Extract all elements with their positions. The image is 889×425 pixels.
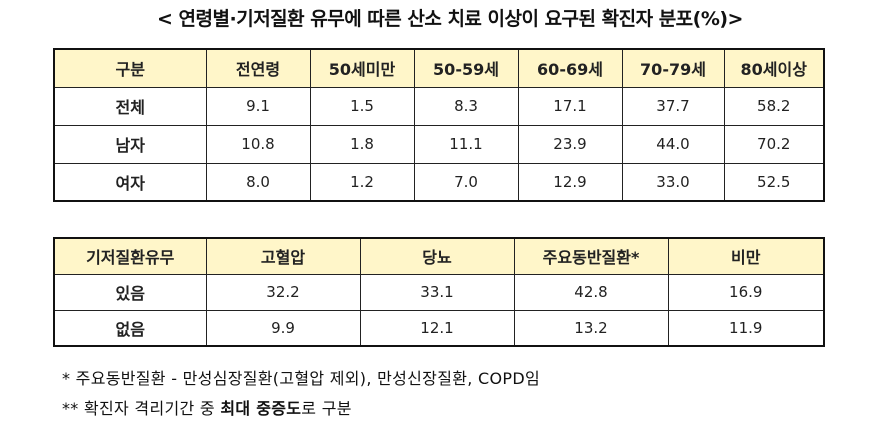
table-cell: 13.2 bbox=[513, 309, 669, 347]
column-header: 당뇨 bbox=[359, 237, 515, 275]
column-header: 70-79세 bbox=[621, 48, 725, 88]
row-label: 있음 bbox=[53, 273, 207, 311]
row-label: 여자 bbox=[53, 162, 207, 202]
footnote-severity-suffix: 로 구분 bbox=[301, 399, 352, 418]
table-cell: 9.1 bbox=[205, 86, 311, 126]
table-cell: 32.2 bbox=[205, 273, 361, 311]
table-row: 없음 9.9 12.1 13.2 11.9 bbox=[53, 309, 825, 347]
age-distribution-table: 구분 전연령 50세미만 50-59세 60-69세 70-79세 80세이상 … bbox=[53, 48, 825, 202]
column-header: 60-69세 bbox=[517, 48, 623, 88]
table-cell: 1.8 bbox=[309, 124, 415, 164]
row-label: 남자 bbox=[53, 124, 207, 164]
table-cell: 12.1 bbox=[359, 309, 515, 347]
footnote-comorbidity: * 주요동반질환 - 만성심장질환(고혈압 제외), 만성신장질환, COPD임 bbox=[62, 369, 540, 388]
table-cell: 23.9 bbox=[517, 124, 623, 164]
column-header: 80세이상 bbox=[723, 48, 825, 88]
table-cell: 10.8 bbox=[205, 124, 311, 164]
table-cell: 11.1 bbox=[413, 124, 519, 164]
table-cell: 33.0 bbox=[621, 162, 725, 202]
table-cell: 8.0 bbox=[205, 162, 311, 202]
table-row: 있음 32.2 33.1 42.8 16.9 bbox=[53, 273, 825, 311]
column-header: 비만 bbox=[667, 237, 825, 275]
table-cell: 70.2 bbox=[723, 124, 825, 164]
table-header-row: 구분 전연령 50세미만 50-59세 60-69세 70-79세 80세이상 bbox=[53, 48, 825, 88]
column-header: 주요동반질환* bbox=[513, 237, 669, 275]
column-header: 기저질환유무 bbox=[53, 237, 207, 275]
footnote-severity-prefix: ** 확진자 격리기간 중 bbox=[62, 399, 221, 418]
column-header: 50세미만 bbox=[309, 48, 415, 88]
table-cell: 1.2 bbox=[309, 162, 415, 202]
table-cell: 7.0 bbox=[413, 162, 519, 202]
footnote-severity: ** 확진자 격리기간 중 최대 중증도로 구분 bbox=[62, 395, 352, 419]
row-label: 전체 bbox=[53, 86, 207, 126]
page-title: < 연령별·기저질환 유무에 따른 산소 치료 이상이 요구된 확진자 분포(%… bbox=[157, 8, 743, 30]
table-cell: 58.2 bbox=[723, 86, 825, 126]
table-cell: 44.0 bbox=[621, 124, 725, 164]
table-cell: 9.9 bbox=[205, 309, 361, 347]
underlying-disease-table: 기저질환유무 고혈압 당뇨 주요동반질환* 비만 있음 32.2 33.1 42… bbox=[53, 237, 825, 347]
column-header: 고혈압 bbox=[205, 237, 361, 275]
table-header-row: 기저질환유무 고혈압 당뇨 주요동반질환* 비만 bbox=[53, 237, 825, 275]
table-row: 전체 9.1 1.5 8.3 17.1 37.7 58.2 bbox=[53, 86, 825, 126]
table-cell: 16.9 bbox=[667, 273, 825, 311]
table-cell: 42.8 bbox=[513, 273, 669, 311]
table-cell: 12.9 bbox=[517, 162, 623, 202]
table-cell: 33.1 bbox=[359, 273, 515, 311]
table-row: 남자 10.8 1.8 11.1 23.9 44.0 70.2 bbox=[53, 124, 825, 164]
table-cell: 11.9 bbox=[667, 309, 825, 347]
table-cell: 37.7 bbox=[621, 86, 725, 126]
table-row: 여자 8.0 1.2 7.0 12.9 33.0 52.5 bbox=[53, 162, 825, 202]
column-header: 구분 bbox=[53, 48, 207, 88]
table-cell: 1.5 bbox=[309, 86, 415, 126]
table-cell: 17.1 bbox=[517, 86, 623, 126]
row-label: 없음 bbox=[53, 309, 207, 347]
table-cell: 52.5 bbox=[723, 162, 825, 202]
column-header: 50-59세 bbox=[413, 48, 519, 88]
column-header: 전연령 bbox=[205, 48, 311, 88]
footnote-severity-bold: 최대 중증도 bbox=[220, 399, 302, 418]
table-cell: 8.3 bbox=[413, 86, 519, 126]
